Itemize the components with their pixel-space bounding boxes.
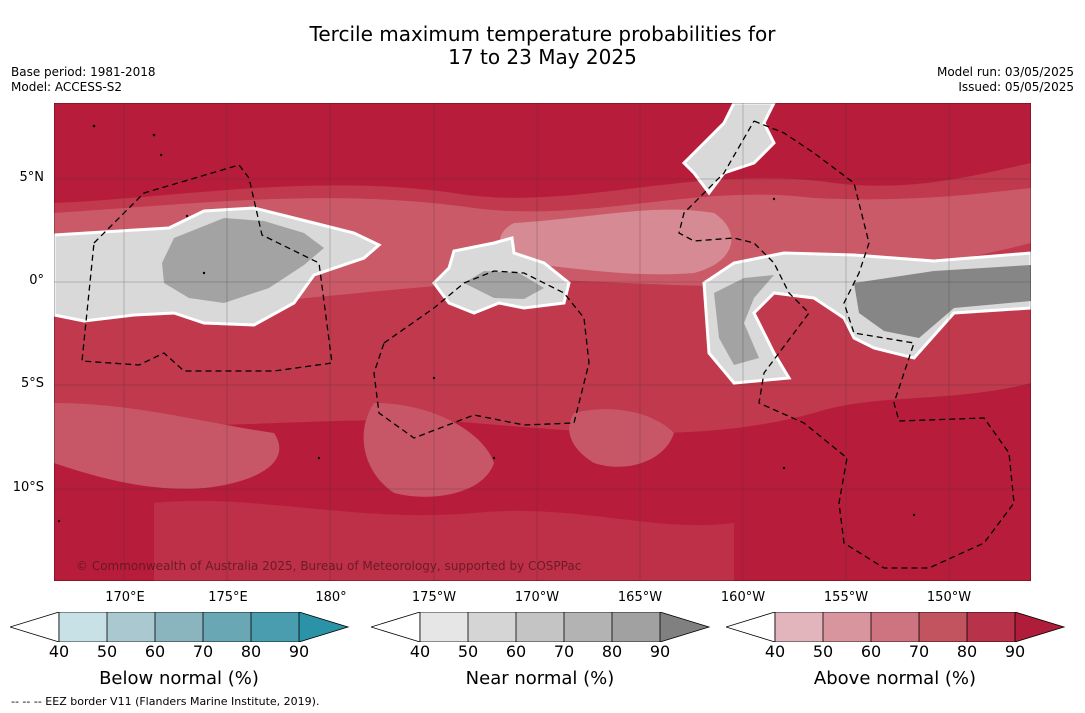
lon-label-155w: 155°W bbox=[823, 590, 869, 605]
cb1-tick-90: 90 bbox=[288, 642, 310, 661]
colorbar-above-normal bbox=[726, 612, 1066, 642]
map-title-line2: 17 to 23 May 2025 bbox=[448, 45, 637, 69]
cb2-tick-90: 90 bbox=[649, 642, 671, 661]
eez-legend-note: -- -- -- EEZ border V11 (Flanders Marine… bbox=[11, 695, 320, 708]
above-normal-patch-70b bbox=[363, 403, 494, 497]
probability-map bbox=[54, 103, 1031, 581]
lon-label-165w: 165°W bbox=[617, 590, 663, 605]
lon-label-180: 180° bbox=[315, 590, 347, 605]
island-markers bbox=[57, 124, 916, 523]
lat-label-5s: 5°S bbox=[20, 376, 44, 391]
cb2-tick-50: 50 bbox=[457, 642, 479, 661]
cb3-tick-90: 90 bbox=[1004, 642, 1026, 661]
colorbar-near-normal bbox=[371, 612, 711, 642]
lon-label-150w: 150°W bbox=[926, 590, 972, 605]
colorbar-near-title: Near normal (%) bbox=[465, 668, 615, 689]
colorbar-above-swatch-6 bbox=[1015, 612, 1064, 642]
cb2-tick-70: 70 bbox=[553, 642, 575, 661]
model-name: Model: ACCESS-S2 bbox=[11, 80, 123, 94]
above-normal-band-60 bbox=[500, 209, 732, 275]
lat-label-10s: 10°S bbox=[12, 480, 44, 495]
above-normal-patch-70a bbox=[54, 403, 280, 489]
cb1-tick-60: 60 bbox=[144, 642, 166, 661]
colorbar-near-swatch-2 bbox=[468, 612, 516, 642]
above-normal-patch-70c bbox=[569, 409, 674, 467]
cb3-tick-80: 80 bbox=[956, 642, 978, 661]
colorbar-above-title: Above normal (%) bbox=[813, 668, 977, 689]
lon-label-175w: 175°W bbox=[411, 590, 457, 605]
cb1-tick-50: 50 bbox=[96, 642, 118, 661]
lon-label-160w: 160°W bbox=[720, 590, 766, 605]
colorbar-below-title: Below normal (%) bbox=[99, 668, 259, 689]
issued-date: Issued: 05/05/2025 bbox=[958, 80, 1074, 94]
copyright-notice: © Commonwealth of Australia 2025, Bureau… bbox=[76, 559, 582, 573]
colorbar-below-swatch-4 bbox=[203, 612, 251, 642]
cb3-tick-50: 50 bbox=[812, 642, 834, 661]
colorbar-above-swatch-4 bbox=[919, 612, 967, 642]
colorbar-near-swatch-5 bbox=[612, 612, 660, 642]
near-normal-region-central-core bbox=[464, 271, 544, 299]
map-title-line1: Tercile maximum temperature probabilitie… bbox=[309, 22, 776, 46]
colorbar-below-normal bbox=[10, 612, 350, 642]
cb3-tick-60: 60 bbox=[860, 642, 882, 661]
lat-label-5n: 5°N bbox=[19, 170, 45, 185]
lon-label-175e: 175°E bbox=[208, 590, 248, 605]
lon-label-170w: 170°W bbox=[514, 590, 560, 605]
colorbar-below-swatch-2 bbox=[107, 612, 155, 642]
cb1-tick-70: 70 bbox=[192, 642, 214, 661]
cb2-tick-80: 80 bbox=[601, 642, 623, 661]
base-period: Base period: 1981-2018 bbox=[11, 65, 156, 79]
above-normal-patch-80 bbox=[154, 500, 734, 581]
colorbar-near-swatch-4 bbox=[564, 612, 612, 642]
colorbar-above-swatch-5 bbox=[967, 612, 1015, 642]
colorbar-near-swatch-3 bbox=[516, 612, 564, 642]
colorbar-above-swatch-1 bbox=[775, 612, 823, 642]
eez-borders bbox=[81, 120, 1015, 569]
colorbar-below-swatch-5 bbox=[251, 612, 299, 642]
cb3-tick-40: 40 bbox=[764, 642, 786, 661]
lon-label-170e: 170°E bbox=[105, 590, 145, 605]
colorbar-near-swatch-1 bbox=[420, 612, 468, 642]
cb1-tick-80: 80 bbox=[240, 642, 262, 661]
near-normal-region-east-core-2 bbox=[714, 275, 774, 365]
colorbar-near-swatch-6 bbox=[660, 612, 709, 642]
near-normal-region-north bbox=[681, 103, 776, 196]
near-normal-region-east-core bbox=[854, 265, 1031, 338]
colorbar-above-swatch-2 bbox=[823, 612, 871, 642]
model-run: Model run: 03/05/2025 bbox=[936, 65, 1074, 79]
colorbar-below-swatch-6 bbox=[299, 612, 348, 642]
cb2-tick-60: 60 bbox=[505, 642, 527, 661]
colorbar-above-swatch-3 bbox=[871, 612, 919, 642]
colorbar-below-swatch-3 bbox=[155, 612, 203, 642]
cb3-tick-70: 70 bbox=[908, 642, 930, 661]
lat-label-0: 0° bbox=[29, 273, 44, 288]
colorbar-below-swatch-1 bbox=[59, 612, 107, 642]
cb1-tick-40: 40 bbox=[48, 642, 70, 661]
cb2-tick-40: 40 bbox=[409, 642, 431, 661]
